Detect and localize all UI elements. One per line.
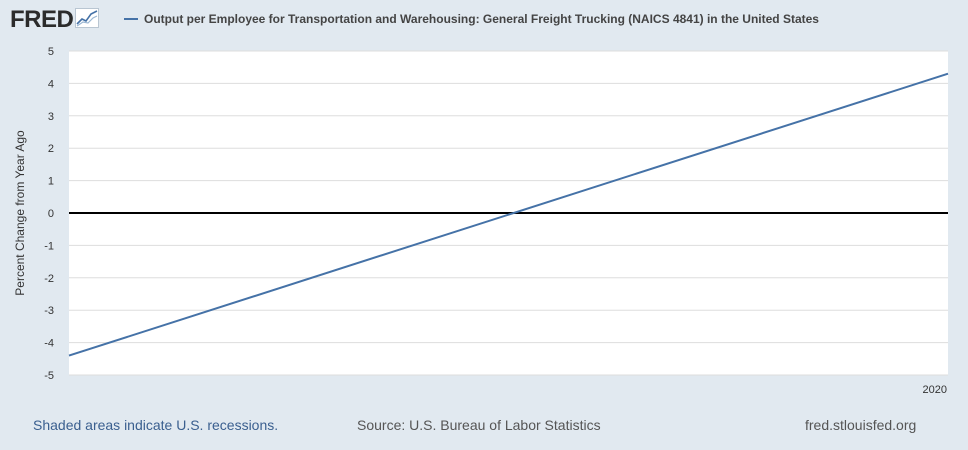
source-text: Source: U.S. Bureau of Labor Statistics [357,417,601,433]
y-tick-label: -2 [44,273,54,285]
x-axis-tick-labels: 2020 [923,384,947,396]
series-line[interactable] [68,72,949,357]
fred-logo[interactable]: FRED [10,6,100,34]
legend-swatch [124,18,138,20]
y-tick-label: 5 [48,46,54,58]
sparkline-chart-icon [75,7,100,33]
y-tick-label: 2 [48,143,54,155]
x-tick-label: 2020 [923,384,947,396]
legend-series-label: Output per Employee for Transportation a… [144,12,819,26]
y-tick-label: 4 [48,78,54,90]
line-chart: 5 4 3 2 1 0 -1 -2 -3 -4 -5 2020 Percent Change fro… [13,46,949,396]
site-link[interactable]: fred.stlouisfed.org [805,417,917,433]
y-tick-label: 0 [48,208,54,220]
fred-logo-text: FRED [10,6,74,33]
y-tick-label: 3 [48,111,54,123]
recession-note-link[interactable]: Shaded areas indicate U.S. recessions. [33,417,279,433]
y-axis-label: Percent Change from Year Ago [13,130,27,296]
y-tick-label: -3 [44,305,54,317]
y-tick-label: -5 [44,370,54,382]
y-tick-label: -4 [44,338,54,350]
y-axis-tick-labels: 5 4 3 2 1 0 -1 -2 -3 -4 -5 [44,46,54,382]
y-tick-label: -1 [44,240,54,252]
chart-legend: Output per Employee for Transportation a… [124,12,819,26]
chart-header: FRED Output per Employee for Transportat… [0,0,968,40]
y-tick-label: 1 [48,176,54,188]
series-layer [68,72,949,357]
